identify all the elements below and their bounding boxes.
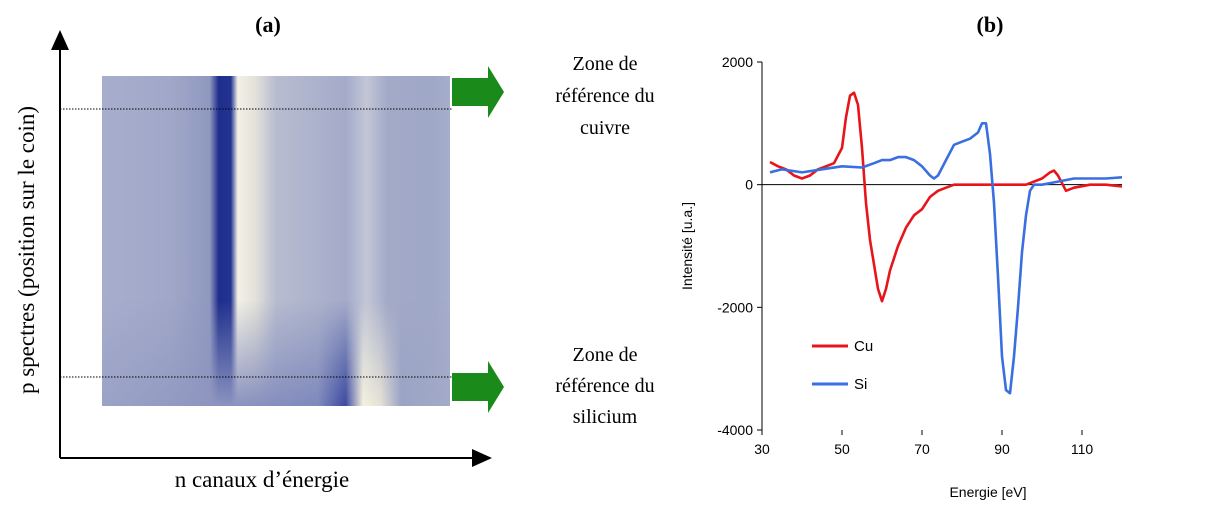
x-tick-label: 110	[1071, 441, 1094, 457]
x-axis-arrow	[60, 449, 492, 467]
x-tick-label: 70	[914, 441, 930, 457]
svg-text:cuivre: cuivre	[580, 117, 630, 139]
y-tick-label: -4000	[717, 422, 753, 438]
svg-text:Zone de: Zone de	[573, 53, 638, 75]
svg-text:Zone de: Zone de	[573, 344, 638, 366]
spectral-map	[102, 76, 450, 406]
series-line-cu	[769, 91, 1122, 303]
svg-text:référence du: référence du	[555, 375, 654, 397]
x-tick-label: 30	[754, 441, 770, 457]
panel-a-x-label: n canaux d’énergie	[175, 467, 350, 492]
panel-a-y-label: p spectres (position sur le coin)	[14, 106, 39, 394]
panel-b-label: (b)	[977, 12, 1004, 37]
chart-y-label: Intensité [u.a.]	[679, 202, 695, 290]
y-tick-label: -2000	[717, 299, 753, 315]
chart-x-label: Energie [eV]	[949, 484, 1026, 500]
x-tick-label: 50	[834, 441, 850, 457]
legend-label-si: Si	[854, 376, 867, 393]
y-tick-label: 0	[745, 177, 753, 193]
zone-cu-label: Zone de référence du cuivre	[555, 53, 654, 139]
svg-text:silicium: silicium	[573, 406, 638, 428]
series-line-si	[769, 122, 1122, 395]
y-axis-arrow	[51, 30, 69, 458]
cu-zone-arrow-icon	[452, 66, 504, 118]
panel-a-label: (a)	[255, 12, 281, 37]
spectrum-chart: -4000 -2000 0 2000 30 50 70 90 110 Cu Si	[717, 54, 1122, 457]
svg-text:référence du: référence du	[555, 85, 654, 107]
x-tick-label: 90	[994, 441, 1010, 457]
y-tick-label: 2000	[722, 54, 753, 70]
legend-label-cu: Cu	[854, 338, 873, 355]
zone-si-label: Zone de référence du silicium	[555, 344, 654, 428]
si-zone-arrow-icon	[452, 361, 504, 413]
